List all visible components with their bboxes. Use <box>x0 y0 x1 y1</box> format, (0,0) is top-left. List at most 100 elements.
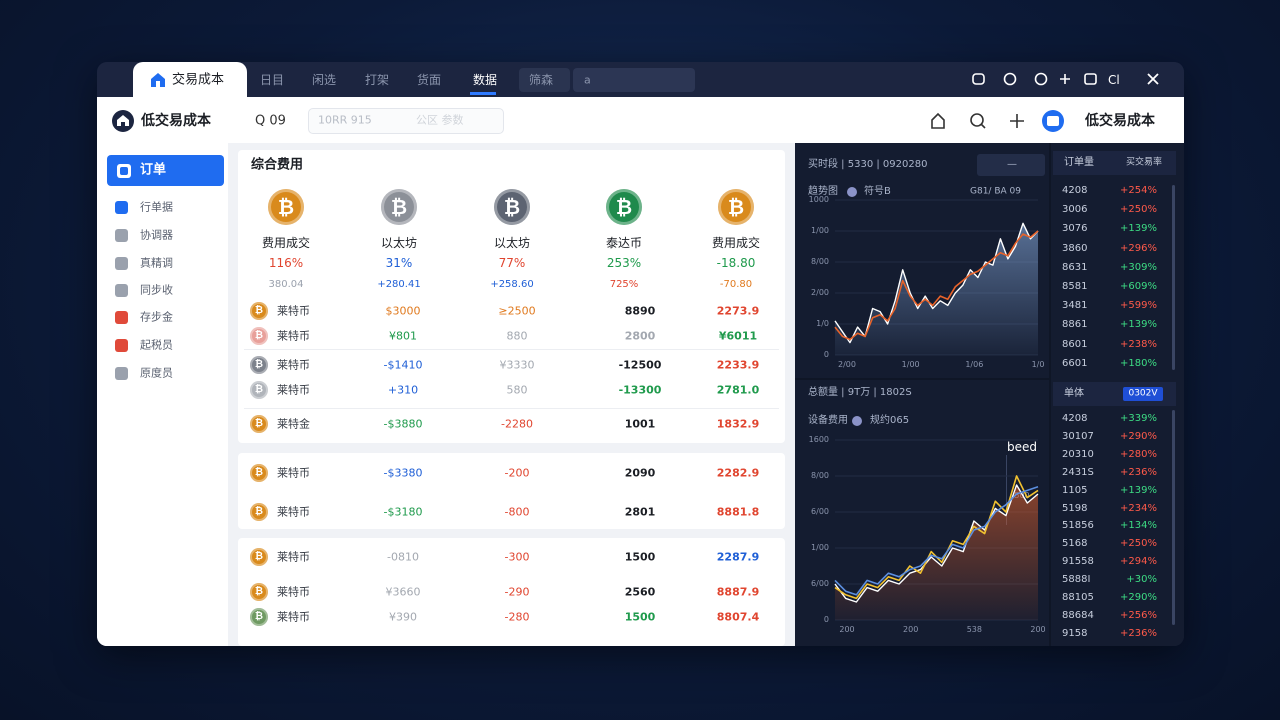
tab-item[interactable]: 筛森 <box>528 73 554 87</box>
tab-item[interactable]: 数据 <box>472 73 498 87</box>
row-cell: 2560 <box>624 585 656 599</box>
coin-sub: +258.60 <box>490 279 534 290</box>
list-key: 51856 <box>1062 520 1094 532</box>
dropdown-text[interactable]: — <box>1007 159 1017 170</box>
row-cell: ¥3660 <box>385 585 421 599</box>
menu-item[interactable]: 真精调 <box>140 256 173 270</box>
toggle-dot[interactable] <box>847 187 857 197</box>
chart-toggle: 符号B <box>864 186 891 197</box>
row-cell: -0810 <box>387 550 419 564</box>
sidebar-active[interactable]: 订单 <box>140 162 167 178</box>
list-key: 3860 <box>1062 242 1088 254</box>
row-name: 莱特币 <box>277 329 310 343</box>
row-cell: 2233.9 <box>716 358 760 372</box>
row-cell: 2287.9 <box>716 550 760 564</box>
chart-label-box <box>1006 455 1039 525</box>
row-name: 莱特币 <box>277 505 310 519</box>
menu-icon <box>115 257 128 270</box>
search-hint: 公区 参数 <box>416 113 464 127</box>
menu-item[interactable]: 同步收 <box>140 283 173 297</box>
header-bar <box>97 97 1184 143</box>
coin-icon <box>250 583 268 601</box>
coin-symbol: ₿ <box>254 467 264 478</box>
coin-symbol: ₿ <box>254 551 264 562</box>
header-search-input[interactable] <box>308 108 504 134</box>
menu-item[interactable]: 起税员 <box>140 338 173 352</box>
tab-item[interactable]: 货面 <box>416 73 442 87</box>
coin-name: 泰达币 <box>605 236 643 250</box>
row-name: 莱特币 <box>277 383 310 397</box>
list-aside: 买交易率 <box>1125 157 1163 168</box>
tab-item[interactable]: 打架 <box>364 73 390 87</box>
menu-item[interactable]: 存步金 <box>140 310 173 324</box>
row-cell: +310 <box>387 383 419 397</box>
row-cell: -$3380 <box>383 466 423 480</box>
tab-search-box[interactable] <box>573 68 695 92</box>
tab-title[interactable]: 交易成本 <box>172 72 225 88</box>
menu-icon <box>115 339 128 352</box>
toggle-dot[interactable] <box>852 416 862 426</box>
row-name: 莱特币 <box>277 304 310 318</box>
badge <box>1123 387 1163 401</box>
coin-symbol: ₿ <box>727 195 745 219</box>
list-change: +236% <box>1120 466 1157 478</box>
x-tick-label: 200 <box>903 625 919 634</box>
close-icon[interactable] <box>1145 71 1161 89</box>
x-tick-label: 1/06 <box>965 360 984 369</box>
row-cell: -$3180 <box>383 505 423 519</box>
coin-icon <box>250 381 268 399</box>
list-change: +134% <box>1120 520 1157 532</box>
coin-icon <box>606 189 642 225</box>
coin-symbol: ₿ <box>254 359 264 370</box>
main-card <box>238 538 785 646</box>
list-change: +599% <box>1120 300 1157 312</box>
list-header <box>1053 151 1176 175</box>
window-control-text: Cl <box>1108 73 1120 87</box>
list-key: 9158 <box>1062 627 1088 639</box>
coin-symbol: ₿ <box>503 195 521 219</box>
y-tick-label: 1/0 <box>816 319 829 328</box>
list-change: +236% <box>1120 627 1157 639</box>
dropdown[interactable] <box>977 154 1045 176</box>
row-cell: $3000 <box>385 304 421 318</box>
tab-item[interactable]: 日目 <box>259 73 285 87</box>
row-cell: -$1410 <box>383 358 423 372</box>
coin-symbol: ₿ <box>254 611 264 622</box>
list-key: 2431S <box>1062 466 1094 478</box>
logo-text: 低交易成本 <box>141 113 211 129</box>
row-cell: 8890 <box>624 304 656 318</box>
list-key: 5168 <box>1062 538 1088 550</box>
row-name: 莱特币 <box>277 550 310 564</box>
user-name[interactable]: 低交易成本 <box>1085 113 1155 129</box>
x-tick-label: 2/00 <box>838 360 856 369</box>
row-cell: ¥6011 <box>718 329 758 343</box>
menu-item[interactable]: 原度员 <box>140 366 173 380</box>
tab-item[interactable]: 闲选 <box>311 73 337 87</box>
coin-pct: 31% <box>385 256 413 270</box>
menu-item[interactable]: 协调器 <box>140 228 173 242</box>
menu-item[interactable]: 行单据 <box>140 200 173 214</box>
y-tick-label: 8/00 <box>811 257 829 266</box>
search-placeholder: 10RR 915 <box>318 113 372 127</box>
coin-icon <box>250 548 268 566</box>
coin-icon <box>250 503 268 521</box>
row-name: 莱特币 <box>277 358 310 372</box>
coin-symbol: ₿ <box>254 418 264 429</box>
list-key: 8631 <box>1062 261 1088 273</box>
list-key: 3006 <box>1062 204 1088 216</box>
list-change: +250% <box>1120 204 1157 216</box>
chart-note: G81/ BA 09 <box>970 186 1021 197</box>
list-change: +256% <box>1120 609 1157 621</box>
right-divider <box>795 378 1049 380</box>
y-tick-label: 1/00 <box>811 226 829 235</box>
tab-icon <box>151 73 165 87</box>
coin-symbol: ₿ <box>277 195 295 219</box>
tab-box[interactable] <box>519 68 570 92</box>
coin-icon <box>268 189 304 225</box>
row-cell: 2781.0 <box>716 383 760 397</box>
list-key: 91558 <box>1062 556 1094 568</box>
coin-symbol: ₿ <box>390 195 408 219</box>
coin-symbol: ₿ <box>254 506 264 517</box>
list-key: 8861 <box>1062 319 1088 331</box>
list-change: +139% <box>1120 484 1157 496</box>
